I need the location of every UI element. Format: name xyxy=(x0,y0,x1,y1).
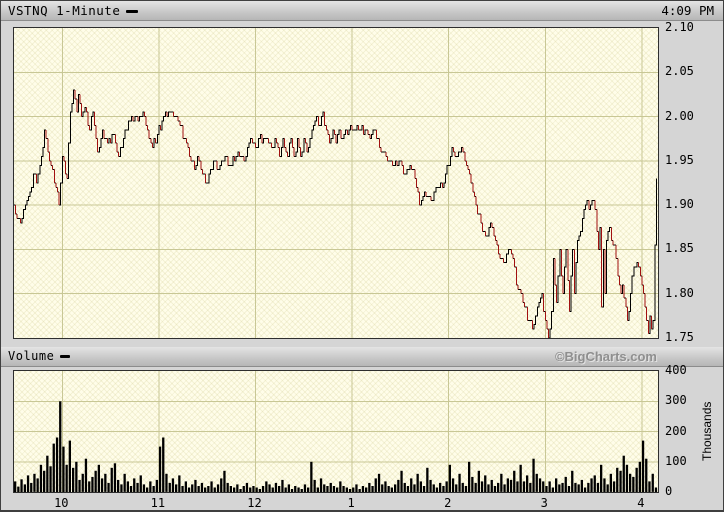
chart-title: VSTNQ 1-Minute xyxy=(8,3,121,18)
volume-tick-label: 200 xyxy=(665,423,687,438)
timestamp: 4:09 PM xyxy=(661,3,714,18)
hour-tick-label: 4 xyxy=(637,496,645,510)
volume-legend-dash-icon xyxy=(60,355,71,358)
price-panel-header: VSTNQ 1-Minute 4:09 PM xyxy=(1,1,723,21)
hour-tick-label: 11 xyxy=(150,496,166,510)
price-tick-label: 2.10 xyxy=(665,20,694,34)
volume-tick-label: 0 xyxy=(665,484,673,498)
volume-plot xyxy=(13,370,659,493)
volume-chart-svg xyxy=(14,371,658,492)
volume-axis-title: Thousands xyxy=(700,401,714,461)
volume-panel-header: Volume ©BigCharts.com xyxy=(1,347,723,367)
price-chart-svg xyxy=(14,28,658,338)
price-tick-label: 1.75 xyxy=(665,330,694,344)
price-plot xyxy=(13,27,659,339)
volume-label: Volume xyxy=(8,349,55,363)
hour-tick-label: 12 xyxy=(247,496,262,510)
bigcharts-watermark: ©BigCharts.com xyxy=(554,349,657,364)
hour-tick-label: 3 xyxy=(540,496,548,510)
price-tick-label: 1.95 xyxy=(665,152,694,167)
hour-tick-label: 1 xyxy=(347,496,355,510)
volume-tick-label: 100 xyxy=(665,453,687,468)
hour-tick-label: 2 xyxy=(444,496,452,510)
price-tick-label: 2.00 xyxy=(665,108,694,123)
volume-tick-label: 300 xyxy=(665,393,687,408)
price-tick-label: 1.90 xyxy=(665,197,694,212)
price-tick-label: 1.80 xyxy=(665,285,694,300)
volume-tick-label: 400 xyxy=(665,363,687,377)
hour-tick-label: 10 xyxy=(54,496,69,510)
price-tick-label: 2.05 xyxy=(665,64,694,79)
price-legend-dash-icon xyxy=(126,10,139,13)
price-tick-label: 1.85 xyxy=(665,241,694,256)
